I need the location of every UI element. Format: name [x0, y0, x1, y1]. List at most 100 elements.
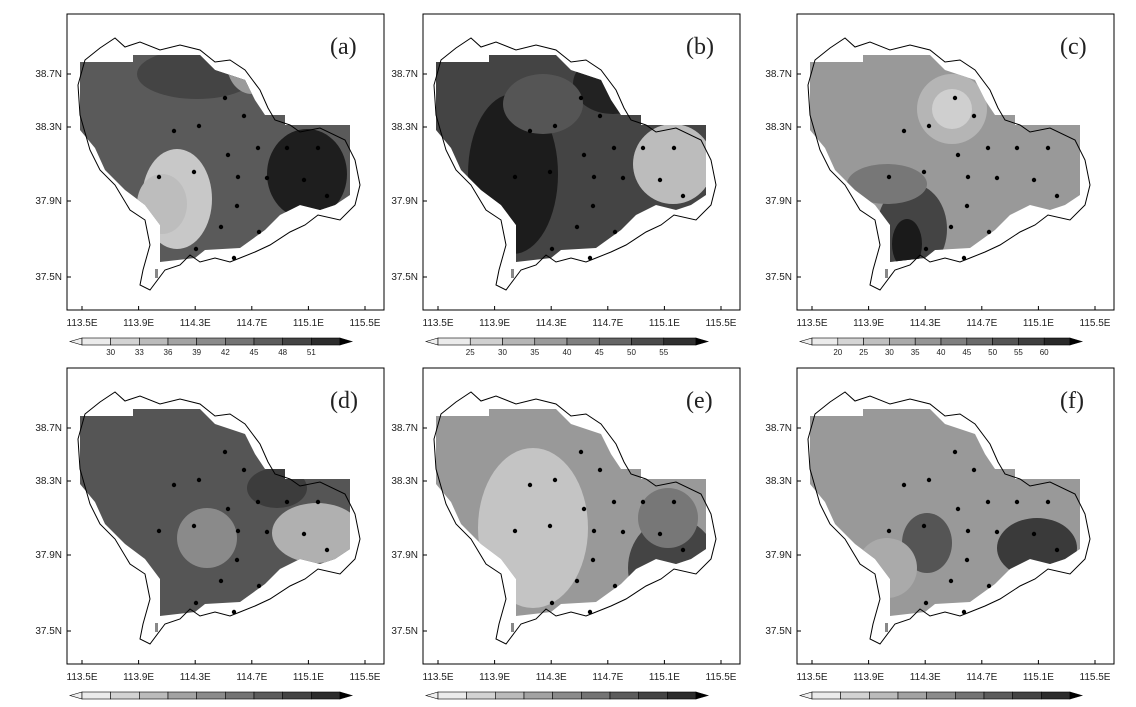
- station: [301, 177, 307, 183]
- colorbar-box: [811, 337, 839, 346]
- x-tick-label: 115.1E: [293, 318, 324, 329]
- colorbar-box: [466, 691, 496, 700]
- x-tick-label: 115.5E: [350, 672, 381, 683]
- marker: [155, 623, 158, 632]
- colorbar-box: [869, 691, 899, 700]
- colorbar-box: [552, 691, 582, 700]
- station: [640, 145, 646, 151]
- colorbar-box: [638, 691, 668, 700]
- station: [231, 255, 237, 261]
- station: [241, 467, 247, 473]
- station: [284, 145, 290, 151]
- station: [657, 531, 663, 537]
- station: [231, 609, 237, 615]
- contours: [847, 74, 987, 262]
- colorbar-end: [695, 337, 710, 346]
- station: [225, 506, 231, 512]
- y-tick-label: 38.3N: [35, 476, 62, 487]
- contour-fill: [503, 74, 583, 134]
- station: [256, 583, 262, 589]
- colorbar-label: 42: [221, 348, 230, 357]
- station: [923, 246, 929, 252]
- marker: [885, 269, 888, 278]
- station: [611, 499, 617, 505]
- contour-fill: [638, 488, 698, 548]
- station: [923, 600, 929, 606]
- x-tick-label: 114.3E: [536, 672, 567, 683]
- station: [961, 609, 967, 615]
- station: [955, 152, 961, 158]
- station: [985, 145, 991, 151]
- panel-label: (d): [330, 388, 358, 414]
- station: [680, 547, 686, 553]
- map-panel: (a) 38.7N 38.3N 37.9N 37.5N 113.5E 113.9E 114.3…: [35, 13, 385, 357]
- x-tick-label: 115.1E: [649, 672, 680, 683]
- contour-fill: [892, 219, 922, 262]
- station: [581, 152, 587, 158]
- station: [241, 113, 247, 119]
- colorbar-box: [811, 691, 841, 700]
- colorbar-label: 40: [937, 348, 946, 357]
- colorbar-box: [663, 337, 697, 346]
- station: [552, 477, 558, 483]
- station: [264, 529, 270, 535]
- station: [986, 583, 992, 589]
- y-tick-label: 38.7N: [35, 423, 62, 434]
- colorbar-box: [992, 337, 1019, 346]
- station: [961, 255, 967, 261]
- contour-fill: [847, 164, 927, 204]
- station: [512, 528, 518, 534]
- station: [994, 529, 1000, 535]
- station: [964, 557, 970, 563]
- station: [985, 499, 991, 505]
- colorbar-box: [437, 691, 467, 700]
- station: [315, 499, 321, 505]
- colorbar-box: [863, 337, 890, 346]
- station: [952, 449, 958, 455]
- station: [597, 113, 603, 119]
- marker: [511, 269, 514, 278]
- colorbar-end: [695, 691, 710, 700]
- station: [611, 145, 617, 151]
- station: [218, 578, 224, 584]
- x-tick-label: 114.7E: [592, 318, 623, 329]
- colorbar-label: 25: [466, 348, 475, 357]
- panel-label: (e): [686, 388, 713, 414]
- colorbar-label: 48: [278, 348, 287, 357]
- colorbar-label: 20: [833, 348, 842, 357]
- y-tick-label: 38.7N: [765, 423, 792, 434]
- colorbar-end: [1069, 337, 1084, 346]
- colorbar-box: [167, 691, 197, 700]
- station: [527, 128, 533, 134]
- colorbar-box: [837, 337, 864, 346]
- x-tick-label: 115.5E: [1080, 672, 1111, 683]
- station: [590, 203, 596, 209]
- colorbar-box: [253, 337, 283, 346]
- x-tick-label: 115.5E: [1080, 318, 1111, 329]
- y-tick-label: 37.9N: [765, 550, 792, 561]
- station: [256, 229, 262, 235]
- colorbar-box: [523, 691, 553, 700]
- station: [680, 193, 686, 199]
- station: [965, 174, 971, 180]
- x-tick-label: 114.7E: [236, 318, 267, 329]
- colorbar-box: [966, 337, 993, 346]
- colorbar-box: [225, 337, 255, 346]
- gridded-field: [810, 55, 1080, 262]
- station: [591, 174, 597, 180]
- boundary: [433, 391, 717, 645]
- station: [612, 583, 618, 589]
- colorbar-label: 30: [885, 348, 894, 357]
- colorbar-label: 45: [250, 348, 259, 357]
- colorbar-box: [81, 337, 111, 346]
- contour-fill: [932, 89, 972, 129]
- station: [193, 246, 199, 252]
- x-tick-label: 115.1E: [649, 318, 680, 329]
- colorbar-box: [1041, 691, 1071, 700]
- colorbar-box: [940, 337, 968, 346]
- colorbar-label: 60: [1040, 348, 1049, 357]
- station: [552, 123, 558, 129]
- x-tick-label: 113.9E: [123, 672, 154, 683]
- colorbar-box: [840, 691, 870, 700]
- station: [971, 467, 977, 473]
